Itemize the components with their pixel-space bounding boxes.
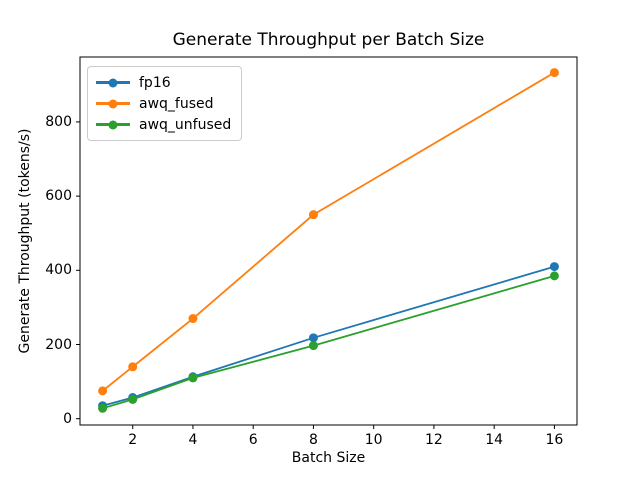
marker-awq_unfused: [188, 373, 198, 383]
marker-awq_unfused: [549, 271, 559, 281]
legend-line-swatch: [96, 78, 130, 87]
x-tick-label: 10: [364, 432, 383, 448]
legend-label: awq_unfused: [139, 116, 232, 133]
x-tick-label: 16: [545, 432, 564, 448]
series-line-awq_unfused: [101, 274, 556, 410]
marker-awq_unfused: [128, 394, 138, 404]
y-tick-label: 0: [63, 410, 72, 427]
x-tick-label: 12: [425, 432, 443, 448]
y-tick-label: 200: [45, 336, 72, 353]
x-tick-label: 6: [248, 432, 258, 448]
marker-awq_fused: [128, 362, 138, 372]
marker-awq_fused: [549, 68, 559, 78]
marker-awq_fused: [308, 210, 318, 220]
chart-title: Generate Throughput per Batch Size: [172, 30, 485, 50]
legend-marker-dot: [108, 78, 118, 87]
x-tick-label: 4: [188, 432, 198, 448]
marker-awq_unfused: [98, 403, 108, 413]
legend-item-awq_unfused: awq_unfused: [96, 114, 231, 135]
y-tick-label: 800: [45, 113, 72, 130]
legend: fp16 awq_fused awq_unfused: [87, 66, 243, 141]
legend-item-awq_fused: awq_fused: [96, 93, 231, 114]
legend-label: fp16: [139, 74, 171, 91]
legend-marker-dot: [108, 99, 118, 108]
marker-fp16: [308, 333, 318, 343]
y-tick-label: 400: [45, 262, 72, 279]
legend-line-swatch: [96, 99, 130, 108]
x-axis-label: Batch Size: [291, 450, 366, 466]
x-tick-label: 14: [485, 432, 504, 448]
marker-fp16: [549, 262, 559, 272]
axes-box: [79, 56, 578, 426]
y-tick-label: 600: [45, 188, 72, 205]
legend-label: awq_fused: [139, 95, 214, 112]
marker-awq_fused: [98, 386, 108, 396]
legend-item-fp16: fp16: [96, 72, 231, 93]
x-tick-label: 2: [128, 432, 138, 448]
x-tick-label: 8: [308, 432, 318, 448]
legend-marker-dot: [108, 120, 118, 129]
legend-line-swatch: [96, 120, 130, 129]
marker-awq_unfused: [308, 341, 318, 351]
marker-awq_fused: [188, 314, 198, 324]
